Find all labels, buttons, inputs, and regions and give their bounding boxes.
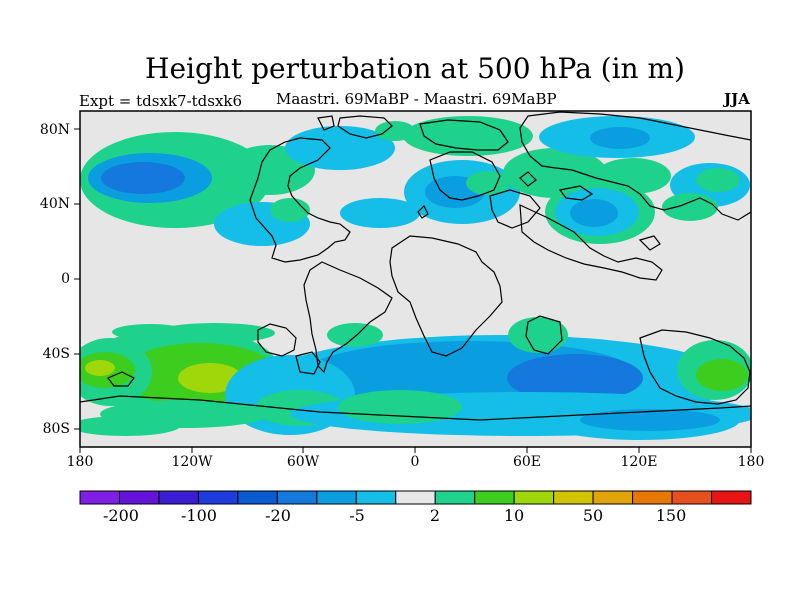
contour-region [85, 360, 115, 376]
coastline [519, 204, 663, 281]
coastline [417, 204, 429, 219]
coastline [429, 151, 501, 201]
lon-tick-label: 120W [171, 454, 213, 470]
contour-region [696, 168, 740, 192]
colorbar-swatch [711, 490, 752, 505]
contour-region [80, 416, 180, 436]
contour-region [270, 198, 310, 222]
coastline [389, 235, 503, 357]
colorbar-label: -200 [103, 506, 139, 525]
coastlines [80, 111, 751, 421]
colorbar-swatch [513, 490, 555, 505]
contour-region [340, 198, 420, 228]
height-field [80, 116, 751, 440]
colorbar-swatch [158, 490, 199, 505]
colorbar-swatch [671, 490, 713, 505]
coastline [303, 261, 393, 374]
coastline [107, 371, 135, 387]
contour-region [696, 359, 748, 391]
contour-region [403, 116, 533, 156]
coastline [489, 189, 541, 229]
contour-region [570, 199, 618, 227]
colorbar [79, 490, 752, 505]
contour-region [580, 409, 720, 431]
colorbar-swatch [237, 490, 278, 505]
contour-region [590, 127, 650, 149]
lat-tick-label: 40N [39, 196, 70, 212]
coastline [419, 119, 509, 151]
coastline [317, 115, 335, 131]
colorbar-label: -20 [265, 506, 291, 525]
contour-region [507, 354, 643, 402]
colorbar-swatch [355, 490, 397, 505]
colorbar-swatch [632, 490, 673, 505]
lon-tick-label: 60E [512, 454, 542, 470]
colorbar-swatch [276, 490, 318, 505]
contour-region [101, 162, 185, 194]
colorbar-swatch [118, 490, 160, 505]
coastline [638, 235, 661, 251]
contour-region [178, 363, 242, 393]
page-title: Height perturbation at 500 hPa (in m) [145, 52, 685, 85]
colorbar-swatch [316, 490, 357, 505]
coastline [80, 395, 751, 421]
contour-region [338, 390, 462, 424]
coastline [337, 115, 393, 139]
colorbar-swatch [79, 490, 120, 505]
subtitle: Maastri. 69MaBP - Maastri. 69MaBP [276, 90, 557, 108]
contour-region [155, 323, 275, 343]
lat-tick-label: 0 [61, 271, 70, 287]
axis-ticks [74, 128, 752, 453]
colorbar-label: 150 [655, 506, 687, 525]
colorbar-swatch [592, 490, 634, 505]
contour-region [508, 317, 568, 353]
season-label: JJA [724, 90, 750, 108]
lon-tick-label: 180 [66, 454, 94, 470]
contour-region [375, 121, 415, 141]
lon-tick-label: 60W [286, 454, 320, 470]
colorbar-label: -5 [349, 506, 365, 525]
lat-tick-label: 80N [39, 122, 70, 138]
lat-tick-label: 40S [42, 346, 70, 362]
lon-tick-label: 0 [410, 454, 420, 470]
contour-region [285, 126, 395, 170]
coastline [558, 185, 594, 201]
lon-tick-label: 180 [737, 454, 765, 470]
coastline [257, 323, 297, 357]
coastline [525, 315, 563, 355]
colorbar-swatch [434, 490, 476, 505]
coastline [639, 329, 751, 405]
experiment-label: Expt = tdsxk7-tdsxk6 [79, 92, 243, 110]
coastline [519, 111, 751, 221]
colorbar-label: 50 [582, 506, 604, 525]
coastline [519, 171, 537, 187]
colorbar-swatch [395, 490, 436, 505]
contour-region [662, 193, 718, 221]
colorbar-swatch [474, 490, 515, 505]
colorbar-label: -100 [181, 506, 217, 525]
colorbar-label: 10 [503, 506, 525, 525]
lat-tick-label: 80S [42, 421, 70, 437]
lon-tick-label: 120E [620, 454, 658, 470]
contour-region [112, 324, 188, 340]
colorbar-swatch [553, 490, 594, 505]
coastline [249, 137, 351, 263]
contour-region [327, 323, 383, 347]
colorbar-label: 2 [429, 506, 441, 525]
colorbar-swatch [197, 490, 239, 505]
coastline [295, 351, 321, 375]
